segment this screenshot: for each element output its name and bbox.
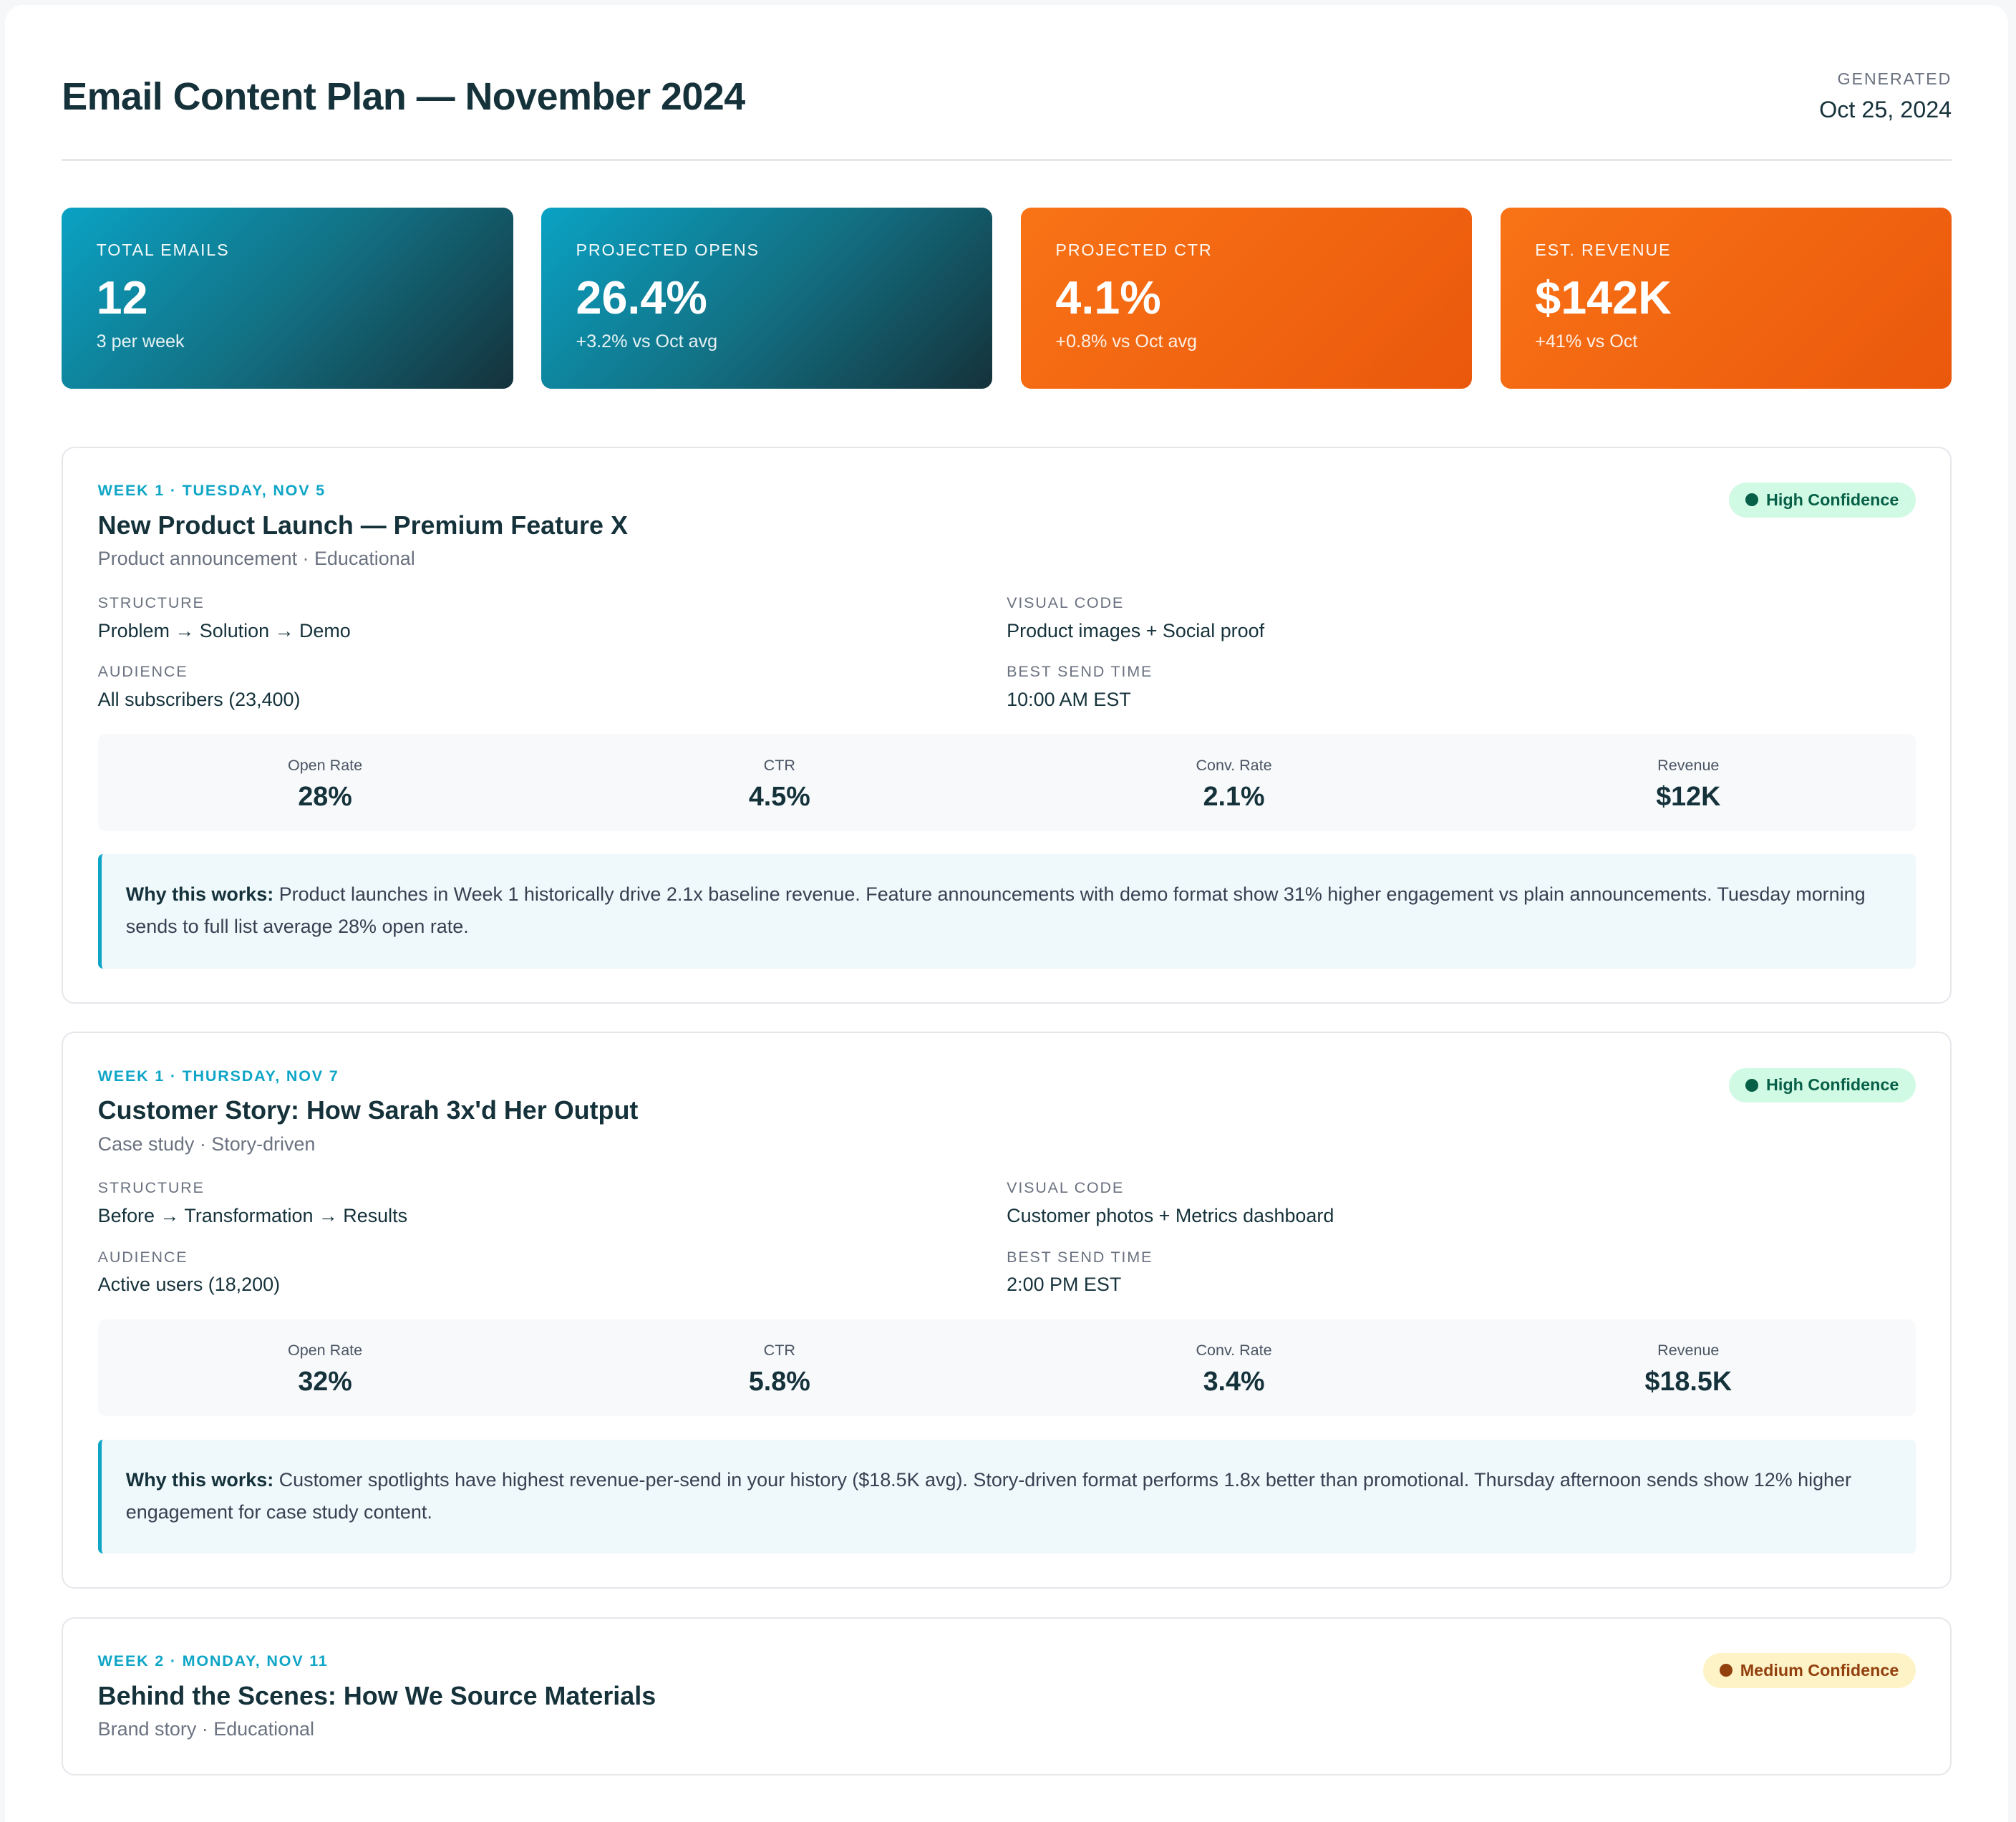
email-plan-page: Email Content Plan — November 2024 GENER…	[5, 5, 2009, 1822]
stat-value: 26.4%	[576, 271, 707, 324]
projected-metrics: Open Rate 28% CTR 4.5% Conv. Rate 2.1% Reve…	[97, 734, 1916, 831]
audience-value: All subscribers (23,400)	[97, 689, 301, 711]
email-type: Case study · Story-driven	[97, 1133, 316, 1155]
why-text: Customer spotlights have highest revenue…	[125, 1468, 1851, 1523]
generated-date: Oct 25, 2024	[1819, 96, 1952, 122]
stat-value: 4.1%	[1055, 271, 1161, 324]
audience-label: AUDIENCE	[97, 662, 188, 681]
metric-label: Revenue	[1657, 755, 1720, 774]
email-date: WEEK 1 · TUESDAY, NOV 5	[97, 481, 326, 500]
email-plan-card: WEEK 2 · MONDAY, NOV 11 Behind the Scene…	[62, 1617, 1952, 1776]
structure-label: STRUCTURE	[97, 1178, 205, 1197]
confidence-label: Medium Confidence	[1740, 1660, 1899, 1680]
page-header: Email Content Plan — November 2024 GENER…	[62, 62, 1952, 161]
confidence-label: High Confidence	[1766, 490, 1899, 509]
stat-sub: +41% vs Oct	[1535, 331, 1638, 352]
metric-revenue: Revenue $12K	[1461, 756, 1916, 812]
status-dot-icon	[1719, 1664, 1732, 1677]
stat-label: TOTAL EMAILS	[96, 241, 230, 260]
email-type: Brand story · Educational	[97, 1718, 314, 1740]
metric-label: Revenue	[1657, 1341, 1720, 1360]
stat-label: PROJECTED OPENS	[576, 241, 760, 260]
email-type: Product announcement · Educational	[97, 548, 415, 570]
visual-code-label: VISUAL CODE	[1007, 593, 1125, 611]
email-plan-card: WEEK 1 · TUESDAY, NOV 5 New Product Laun…	[62, 446, 1952, 1004]
email-details: STRUCTURE Problem → Solution → Demo VISUA…	[98, 593, 1916, 711]
stat-value: $142K	[1535, 271, 1672, 324]
metric-label: Conv. Rate	[1196, 1341, 1272, 1360]
metric-label: CTR	[763, 755, 795, 774]
metric-label: Open Rate	[287, 1341, 363, 1360]
visual-code-label: VISUAL CODE	[1007, 1178, 1125, 1197]
stat-est-revenue: EST. REVENUE $142K +41% vs Oct	[1500, 207, 1952, 389]
metric-conv-rate: Conv. Rate 3.4%	[1007, 1341, 1461, 1397]
projected-metrics: Open Rate 32% CTR 5.8% Conv. Rate 3.4% Reve…	[97, 1319, 1916, 1417]
send-time-label: BEST SEND TIME	[1007, 662, 1153, 681]
generated-label: GENERATED	[1837, 69, 1952, 88]
generated-info: GENERATED Oct 25, 2024	[1819, 62, 1952, 123]
confidence-badge: High Confidence	[1728, 1067, 1916, 1103]
metric-value: 5.8%	[748, 1366, 810, 1397]
metric-value: 3.4%	[1203, 1366, 1265, 1397]
why-text: Product launches in Week 1 historically …	[125, 883, 1866, 938]
why-label: Why this works:	[125, 883, 274, 906]
metric-value: 32%	[298, 1366, 352, 1397]
metric-value: 2.1%	[1203, 780, 1265, 811]
structure-value: Problem → Solution → Demo	[97, 619, 351, 641]
metric-open-rate: Open Rate 28%	[98, 756, 553, 812]
visual-code-value: Customer photos + Metrics dashboard	[1007, 1204, 1334, 1226]
stat-sub: +0.8% vs Oct avg	[1055, 331, 1198, 352]
stat-value: 12	[96, 271, 148, 324]
email-title: Customer Story: How Sarah 3x'd Her Outpu…	[97, 1095, 639, 1125]
send-time-label: BEST SEND TIME	[1007, 1247, 1153, 1266]
status-dot-icon	[1745, 493, 1759, 507]
status-dot-icon	[1745, 1078, 1759, 1092]
why-this-works: Why this works: Customer spotlights have…	[97, 1439, 1916, 1554]
metric-label: CTR	[763, 1341, 795, 1360]
email-details: STRUCTURE Before → Transformation → Resul…	[98, 1178, 1916, 1296]
metric-value: $18.5K	[1644, 1366, 1732, 1397]
stat-label: PROJECTED CTR	[1055, 241, 1213, 260]
send-time-value: 10:00 AM EST	[1007, 689, 1131, 711]
stat-total-emails: TOTAL EMAILS 12 3 per week	[62, 207, 513, 389]
page-title: Email Content Plan — November 2024	[62, 75, 745, 119]
metric-label: Open Rate	[287, 755, 363, 774]
stat-label: EST. REVENUE	[1535, 241, 1672, 260]
metric-label: Conv. Rate	[1196, 755, 1272, 774]
summary-stats: TOTAL EMAILS 12 3 per week PROJECTED OPE…	[62, 207, 1952, 389]
metric-ctr: CTR 5.8%	[552, 1341, 1007, 1397]
structure-label: STRUCTURE	[97, 593, 205, 611]
stat-projected-opens: PROJECTED OPENS 26.4% +3.2% vs Oct avg	[541, 207, 993, 389]
structure-value: Before → Transformation → Results	[97, 1204, 408, 1226]
email-date: WEEK 2 · MONDAY, NOV 11	[97, 1652, 329, 1670]
visual-code-value: Product images + Social proof	[1007, 619, 1265, 641]
email-title: Behind the Scenes: How We Source Materia…	[97, 1680, 656, 1710]
stat-sub: 3 per week	[96, 331, 185, 352]
email-title: New Product Launch — Premium Feature X	[97, 510, 628, 540]
confidence-badge: Medium Confidence	[1702, 1653, 1916, 1688]
confidence-label: High Confidence	[1766, 1075, 1899, 1095]
metric-value: $12K	[1656, 780, 1721, 811]
stat-projected-ctr: PROJECTED CTR 4.1% +0.8% vs Oct avg	[1020, 207, 1473, 389]
metric-conv-rate: Conv. Rate 2.1%	[1007, 756, 1461, 812]
metric-open-rate: Open Rate 32%	[98, 1341, 553, 1397]
metric-value: 4.5%	[748, 780, 810, 811]
audience-value: Active users (18,200)	[97, 1274, 281, 1296]
send-time-value: 2:00 PM EST	[1007, 1274, 1122, 1296]
email-date: WEEK 1 · THURSDAY, NOV 7	[97, 1066, 339, 1085]
why-this-works: Why this works: Product launches in Week…	[97, 854, 1916, 969]
audience-label: AUDIENCE	[97, 1247, 188, 1266]
metric-value: 28%	[298, 780, 352, 811]
why-label: Why this works:	[125, 1468, 274, 1491]
metric-revenue: Revenue $18.5K	[1461, 1341, 1916, 1397]
metric-ctr: CTR 4.5%	[552, 756, 1007, 812]
confidence-badge: High Confidence	[1728, 483, 1916, 518]
stat-sub: +3.2% vs Oct avg	[576, 331, 718, 352]
email-plan-card: WEEK 1 · THURSDAY, NOV 7 Customer Story:…	[62, 1032, 1952, 1589]
